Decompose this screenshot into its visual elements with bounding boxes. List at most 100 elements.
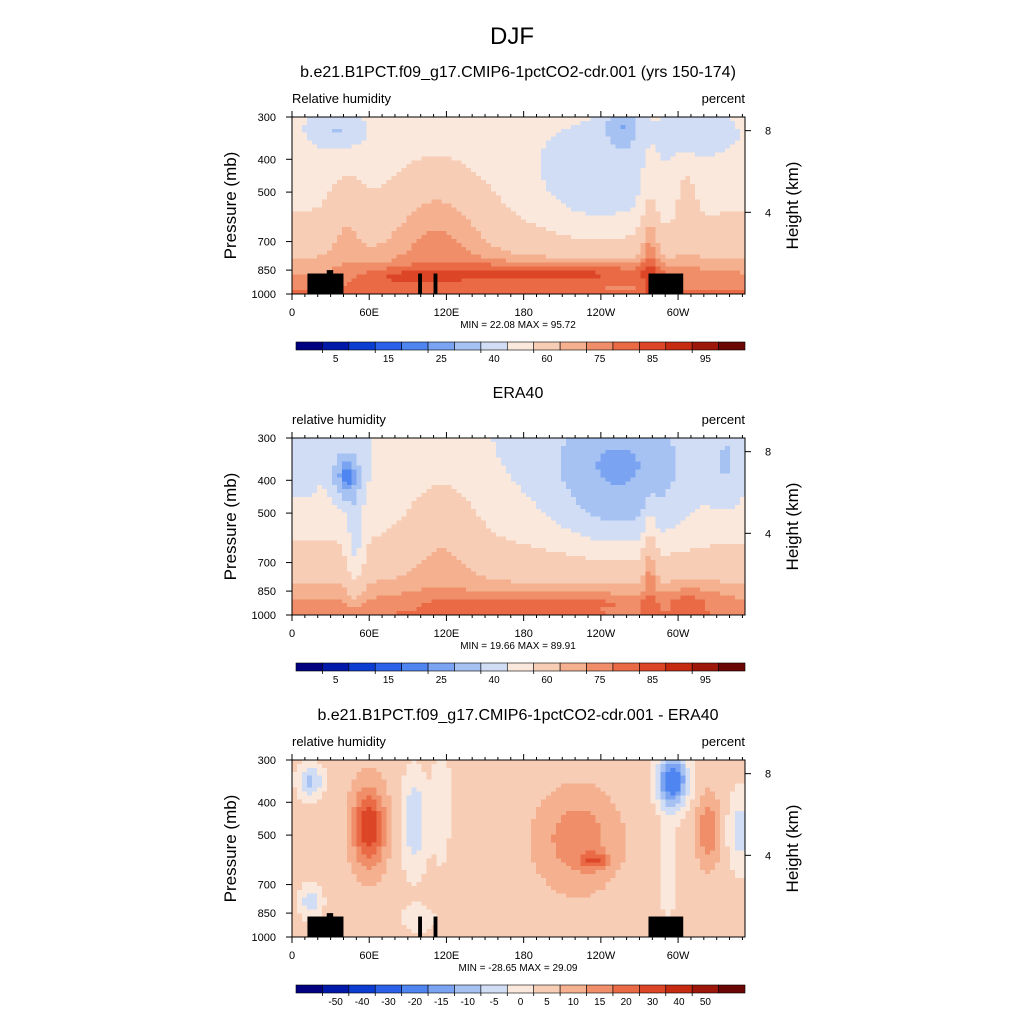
field-cell xyxy=(655,191,661,197)
field-cell xyxy=(451,290,457,295)
field-cell xyxy=(321,262,328,268)
field-cell xyxy=(366,441,373,447)
field-cell xyxy=(605,262,612,268)
field-cell xyxy=(690,168,696,173)
field-cell xyxy=(311,156,318,161)
field-cell xyxy=(520,183,527,189)
field-cell xyxy=(720,176,726,181)
field-cell xyxy=(401,469,408,474)
field-cell xyxy=(545,449,552,455)
field-cell xyxy=(371,227,378,232)
field-cell xyxy=(296,441,303,447)
field-cell xyxy=(486,148,492,153)
field-cell xyxy=(730,164,736,169)
field-cell xyxy=(625,160,632,165)
field-cell xyxy=(700,266,706,271)
field-cell xyxy=(481,223,487,228)
field-cell xyxy=(730,242,736,248)
field-cell xyxy=(441,124,447,130)
field-cell xyxy=(720,211,726,216)
field-cell xyxy=(525,179,532,185)
field-cell xyxy=(595,120,602,126)
field-cell xyxy=(491,246,497,252)
field-cell xyxy=(615,207,622,212)
field-cell xyxy=(331,266,338,271)
field-cell xyxy=(341,156,348,161)
field-cell xyxy=(610,144,617,150)
field-cell xyxy=(481,441,487,447)
field-cell xyxy=(436,144,442,150)
field-cell xyxy=(545,207,552,212)
field-cell xyxy=(545,286,552,291)
field-cell xyxy=(391,191,398,197)
field-cell xyxy=(520,136,527,142)
y-tick-label: 700 xyxy=(258,237,276,249)
field-cell xyxy=(506,191,512,197)
field-cell xyxy=(710,117,716,122)
field-cell xyxy=(381,278,388,283)
field-cell xyxy=(292,128,298,134)
field-cell xyxy=(481,152,487,157)
field-cell xyxy=(301,152,308,157)
field-cell xyxy=(555,270,562,275)
field-cell xyxy=(525,140,532,146)
field-cell xyxy=(431,254,437,260)
field-cell xyxy=(575,207,582,212)
field-cell xyxy=(665,465,671,471)
field-cell xyxy=(446,223,452,228)
field-cell xyxy=(710,207,716,212)
field-cell xyxy=(292,148,298,153)
field-cell xyxy=(535,148,542,153)
field-cell xyxy=(301,219,308,224)
field-cell xyxy=(590,457,597,463)
height-tick-label: 8 xyxy=(765,126,771,138)
field-cell xyxy=(535,250,542,256)
field-cell xyxy=(491,227,497,232)
field-cell xyxy=(441,160,447,165)
field-cell xyxy=(411,438,418,443)
field-cell xyxy=(406,207,413,212)
field-cell xyxy=(292,144,298,150)
field-cell xyxy=(700,290,706,295)
field-cell xyxy=(496,124,502,130)
field-cell xyxy=(600,156,607,161)
field-cell xyxy=(540,286,547,291)
field-cell xyxy=(540,211,547,216)
field-cell xyxy=(645,128,652,134)
figure-title: DJF xyxy=(490,23,534,50)
field-cell xyxy=(545,215,552,220)
field-cell xyxy=(740,183,746,189)
field-cell xyxy=(605,290,612,295)
field-cell xyxy=(600,148,607,153)
field-cell xyxy=(570,242,577,248)
field-cell xyxy=(411,290,418,295)
field-cell xyxy=(615,132,622,138)
field-cell xyxy=(361,250,368,256)
field-cell xyxy=(700,148,706,153)
field-cell xyxy=(476,445,482,451)
field-cell xyxy=(381,254,388,260)
field-cell xyxy=(361,176,368,181)
field-cell xyxy=(740,290,746,295)
field-cell xyxy=(401,457,408,463)
field-cell xyxy=(615,461,622,467)
field-cell xyxy=(560,441,567,447)
field-cell xyxy=(486,203,492,209)
field-cell xyxy=(685,215,691,220)
field-cell xyxy=(451,152,457,157)
field-cell xyxy=(381,195,388,201)
field-cell xyxy=(645,266,652,271)
field-cell xyxy=(396,203,403,209)
field-cell xyxy=(645,132,652,138)
field-cell xyxy=(331,227,338,232)
field-cell xyxy=(615,136,622,142)
field-cell xyxy=(501,445,507,451)
contour-field xyxy=(292,117,746,295)
field-cell xyxy=(496,144,502,150)
field-cell xyxy=(471,445,477,451)
field-cell xyxy=(680,223,686,228)
field-cell xyxy=(292,195,298,201)
field-cell xyxy=(421,132,428,138)
field-cell xyxy=(321,132,328,138)
field-cell xyxy=(486,136,492,142)
